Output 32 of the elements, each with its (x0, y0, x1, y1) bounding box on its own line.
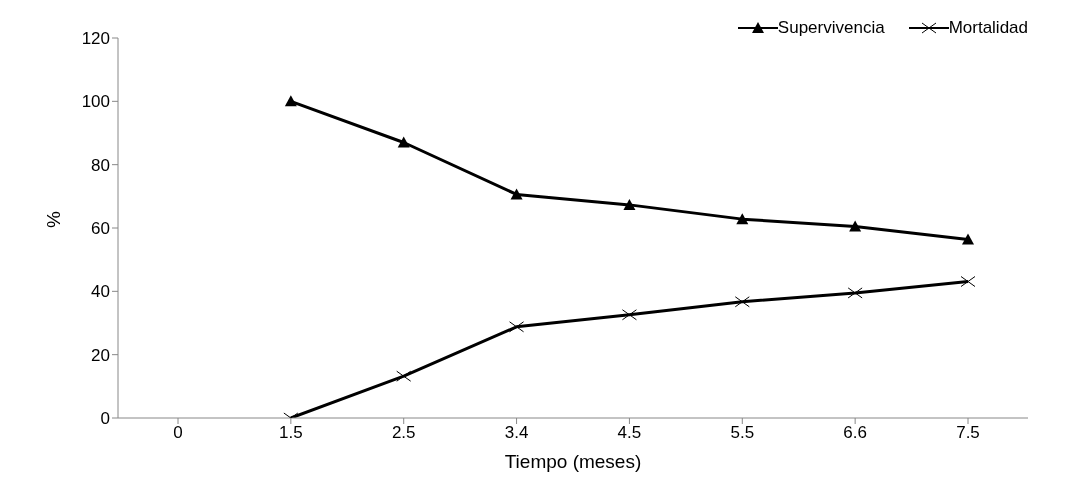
y-axis-title: % (42, 211, 64, 228)
y-tick-label: 0 (100, 409, 110, 429)
point (623, 198, 636, 210)
y-tick-label: 120 (81, 29, 110, 49)
point (397, 136, 410, 148)
y-tick-label: 20 (91, 345, 110, 365)
legend-label: Supervivencia (776, 18, 885, 38)
y-tick-label: 80 (91, 155, 110, 175)
point (396, 370, 412, 382)
x-tick-label: 1.5 (279, 423, 303, 443)
point (960, 276, 976, 288)
point (734, 296, 750, 308)
x-tick-label: 3.4 (504, 423, 529, 443)
legend-label: Mortalidad (947, 18, 1028, 38)
x-tick-label: 5.5 (730, 423, 755, 443)
x-axis-title: Tiempo (meses) (504, 451, 642, 472)
y-tick-label: 100 (81, 92, 110, 112)
point (510, 188, 523, 200)
point (849, 220, 862, 232)
point (509, 321, 525, 333)
point (962, 233, 974, 245)
point (284, 95, 297, 107)
point (736, 213, 749, 225)
x-tick-label: 6.6 (843, 423, 867, 443)
y-tick-label: 60 (91, 219, 110, 239)
point (621, 309, 637, 321)
x-tick-label: 4.5 (617, 423, 642, 443)
y-tick-label: 40 (91, 282, 110, 302)
x-tick-label: 0 (173, 423, 183, 443)
x-tick-label: 7.5 (956, 423, 980, 443)
point (847, 287, 863, 299)
x-tick-label: 2.5 (391, 423, 416, 443)
